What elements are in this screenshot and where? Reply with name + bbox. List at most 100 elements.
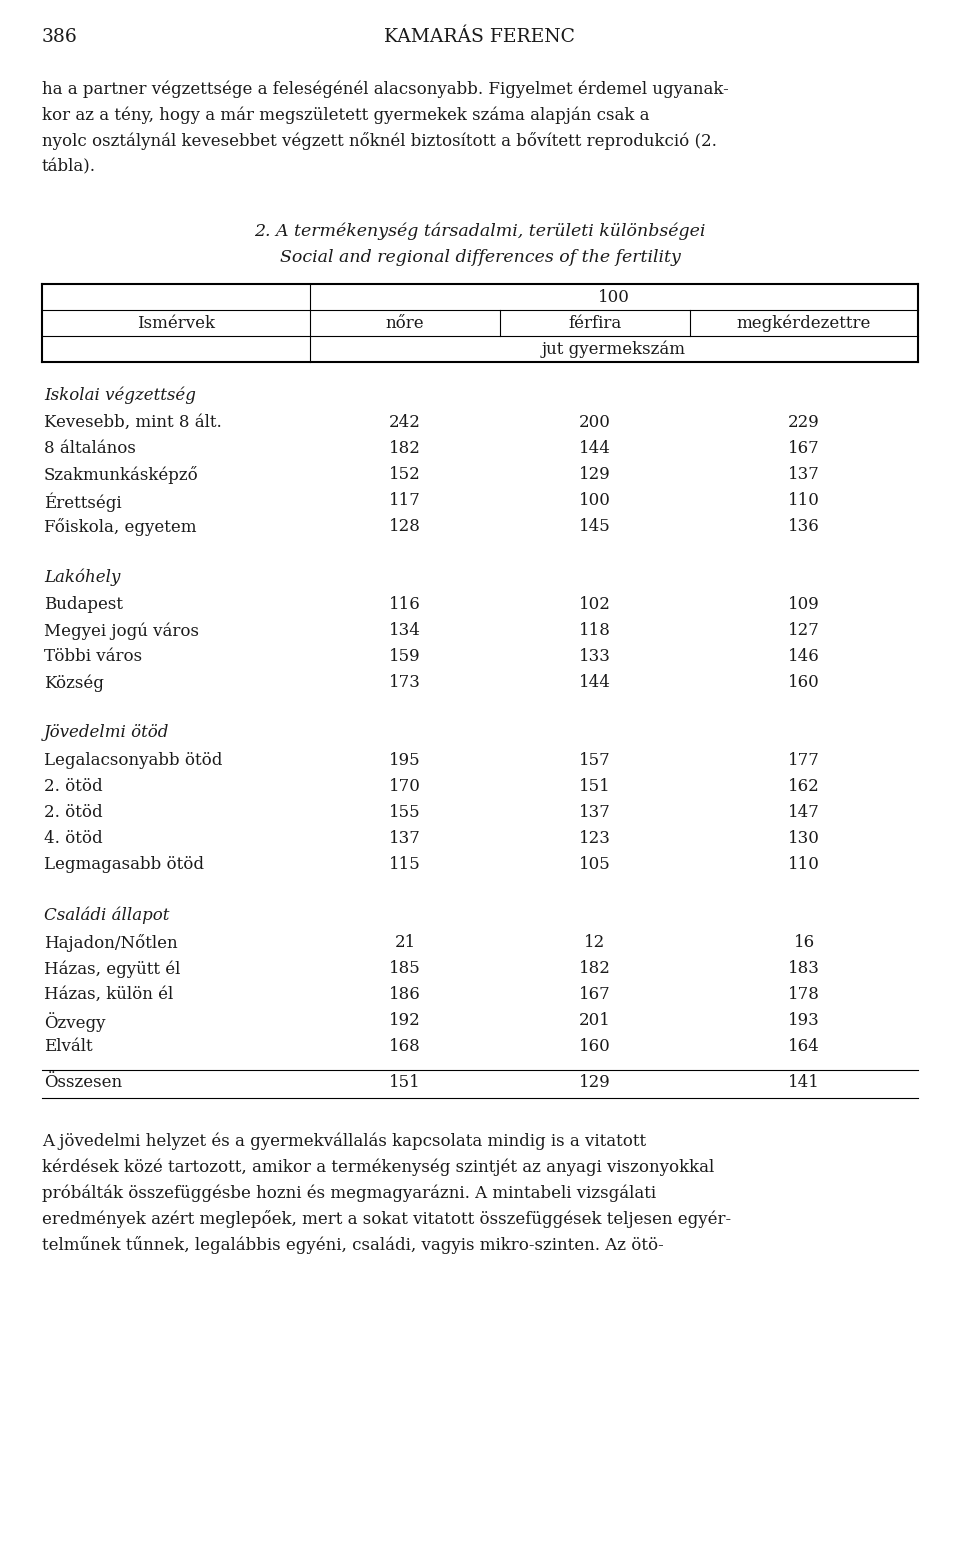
Text: 146: 146	[788, 647, 820, 665]
Text: Összesen: Összesen	[44, 1073, 122, 1090]
Text: 157: 157	[579, 752, 611, 769]
Text: Iskolai végzettség: Iskolai végzettség	[44, 385, 196, 404]
Text: 100: 100	[598, 289, 630, 306]
Text: 167: 167	[579, 986, 611, 1003]
Text: 162: 162	[788, 778, 820, 796]
Text: 173: 173	[389, 674, 420, 691]
Text: 21: 21	[395, 934, 416, 952]
Text: KAMARÁS FERENC: KAMARÁS FERENC	[385, 28, 575, 45]
Text: 182: 182	[389, 440, 420, 457]
Text: 164: 164	[788, 1037, 820, 1055]
Text: 110: 110	[788, 856, 820, 874]
Text: 144: 144	[579, 440, 611, 457]
Text: Családi állapot: Családi állapot	[44, 906, 169, 924]
Text: 2. A termékenység társadalmi, területi különbségei: 2. A termékenység társadalmi, területi k…	[254, 222, 706, 240]
Text: 100: 100	[579, 491, 611, 509]
Text: 177: 177	[788, 752, 820, 769]
Text: jut gyermekszám: jut gyermekszám	[542, 340, 686, 357]
Text: 160: 160	[788, 674, 820, 691]
Text: 147: 147	[788, 803, 820, 821]
Text: 16: 16	[793, 934, 815, 952]
Text: 129: 129	[579, 466, 611, 484]
Text: 192: 192	[389, 1012, 420, 1030]
Text: ha a partner végzettsége a feleségénél alacsonyabb. Figyelmet érdemel ugyanak-: ha a partner végzettsége a feleségénél a…	[42, 80, 729, 97]
Text: 137: 137	[389, 830, 420, 847]
Text: 123: 123	[579, 830, 611, 847]
Text: 129: 129	[579, 1073, 611, 1090]
Text: 2. ötöd: 2. ötöd	[44, 778, 103, 796]
Text: 136: 136	[788, 518, 820, 535]
Text: eredmények azért meglepőek, mert a sokat vitatott összefüggések teljesen egyér-: eredmények azért meglepőek, mert a sokat…	[42, 1211, 732, 1228]
Text: 134: 134	[389, 622, 420, 640]
Text: Házas, együtt él: Házas, együtt él	[44, 959, 180, 978]
Text: 151: 151	[389, 1073, 420, 1090]
Text: 160: 160	[579, 1037, 611, 1055]
Text: 195: 195	[389, 752, 420, 769]
Text: 128: 128	[389, 518, 420, 535]
Text: Budapest: Budapest	[44, 596, 123, 613]
Text: 185: 185	[389, 959, 420, 977]
Text: 2. ötöd: 2. ötöd	[44, 803, 103, 821]
Text: 4. ötöd: 4. ötöd	[44, 830, 103, 847]
Text: 200: 200	[579, 413, 611, 431]
Text: 229: 229	[788, 413, 820, 431]
Text: Özvegy: Özvegy	[44, 1012, 106, 1031]
Text: 105: 105	[579, 856, 611, 874]
Text: Község: Község	[44, 674, 104, 691]
Text: 193: 193	[788, 1012, 820, 1030]
Text: 8 általános: 8 általános	[44, 440, 136, 457]
Text: 137: 137	[788, 466, 820, 484]
Text: 115: 115	[389, 856, 420, 874]
Text: nőre: nőre	[386, 315, 424, 332]
Text: 168: 168	[389, 1037, 420, 1055]
Text: 137: 137	[579, 803, 611, 821]
Text: Legmagasabb ötöd: Legmagasabb ötöd	[44, 856, 204, 874]
Text: 130: 130	[788, 830, 820, 847]
Text: kérdések közé tartozott, amikor a termékenység szintjét az anyagi viszonyokkal: kérdések közé tartozott, amikor a termék…	[42, 1158, 714, 1176]
Text: Megyei jogú város: Megyei jogú város	[44, 622, 199, 640]
Text: Házas, külön él: Házas, külön él	[44, 986, 173, 1003]
Text: Hajadon/Nőtlen: Hajadon/Nőtlen	[44, 934, 178, 952]
Text: Érettségi: Érettségi	[44, 491, 122, 512]
Text: 182: 182	[579, 959, 611, 977]
Text: 151: 151	[579, 778, 611, 796]
Text: próbálták összefüggésbe hozni és megmagyarázni. A mintabeli vizsgálati: próbálták összefüggésbe hozni és megmagy…	[42, 1184, 656, 1201]
Text: 155: 155	[389, 803, 420, 821]
Text: 109: 109	[788, 596, 820, 613]
Text: 201: 201	[579, 1012, 611, 1030]
Text: kor az a tény, hogy a már megszületett gyermekek száma alapján csak a: kor az a tény, hogy a már megszületett g…	[42, 106, 650, 123]
Text: 242: 242	[389, 413, 420, 431]
Text: 167: 167	[788, 440, 820, 457]
Text: Többi város: Többi város	[44, 647, 142, 665]
Text: 133: 133	[579, 647, 611, 665]
Text: Social and regional differences of the fertility: Social and regional differences of the f…	[279, 250, 681, 267]
Text: megkérdezettre: megkérdezettre	[737, 314, 871, 332]
Text: nyolc osztálynál kevesebbet végzett nőknél biztosított a bővített reprodukció (2: nyolc osztálynál kevesebbet végzett nőkn…	[42, 133, 717, 150]
Text: 183: 183	[788, 959, 820, 977]
Text: 141: 141	[788, 1073, 820, 1090]
Text: 118: 118	[579, 622, 611, 640]
Text: Lakóhely: Lakóhely	[44, 568, 120, 585]
Text: 159: 159	[389, 647, 420, 665]
Text: 12: 12	[585, 934, 606, 952]
Text: 110: 110	[788, 491, 820, 509]
Text: Jövedelmi ötöd: Jövedelmi ötöd	[44, 724, 169, 741]
Text: Kevesebb, mint 8 ált.: Kevesebb, mint 8 ált.	[44, 413, 222, 431]
Text: 144: 144	[579, 674, 611, 691]
Text: Szakmunkásképző: Szakmunkásképző	[44, 466, 199, 484]
Text: Elvált: Elvált	[44, 1037, 92, 1055]
Text: 186: 186	[389, 986, 420, 1003]
Text: 116: 116	[389, 596, 420, 613]
Text: Legalacsonyabb ötöd: Legalacsonyabb ötöd	[44, 752, 223, 769]
Text: 145: 145	[579, 518, 611, 535]
Text: A jövedelmi helyzet és a gyermekvállalás kapcsolata mindig is a vitatott: A jövedelmi helyzet és a gyermekvállalás…	[42, 1133, 646, 1150]
Text: 102: 102	[579, 596, 611, 613]
Text: 170: 170	[389, 778, 420, 796]
Text: 127: 127	[788, 622, 820, 640]
Text: 386: 386	[42, 28, 78, 45]
Text: 117: 117	[389, 491, 420, 509]
Text: 178: 178	[788, 986, 820, 1003]
Text: tábla).: tábla).	[42, 158, 96, 175]
Text: Ismérvek: Ismérvek	[137, 315, 215, 332]
Text: férfira: férfira	[568, 315, 622, 332]
